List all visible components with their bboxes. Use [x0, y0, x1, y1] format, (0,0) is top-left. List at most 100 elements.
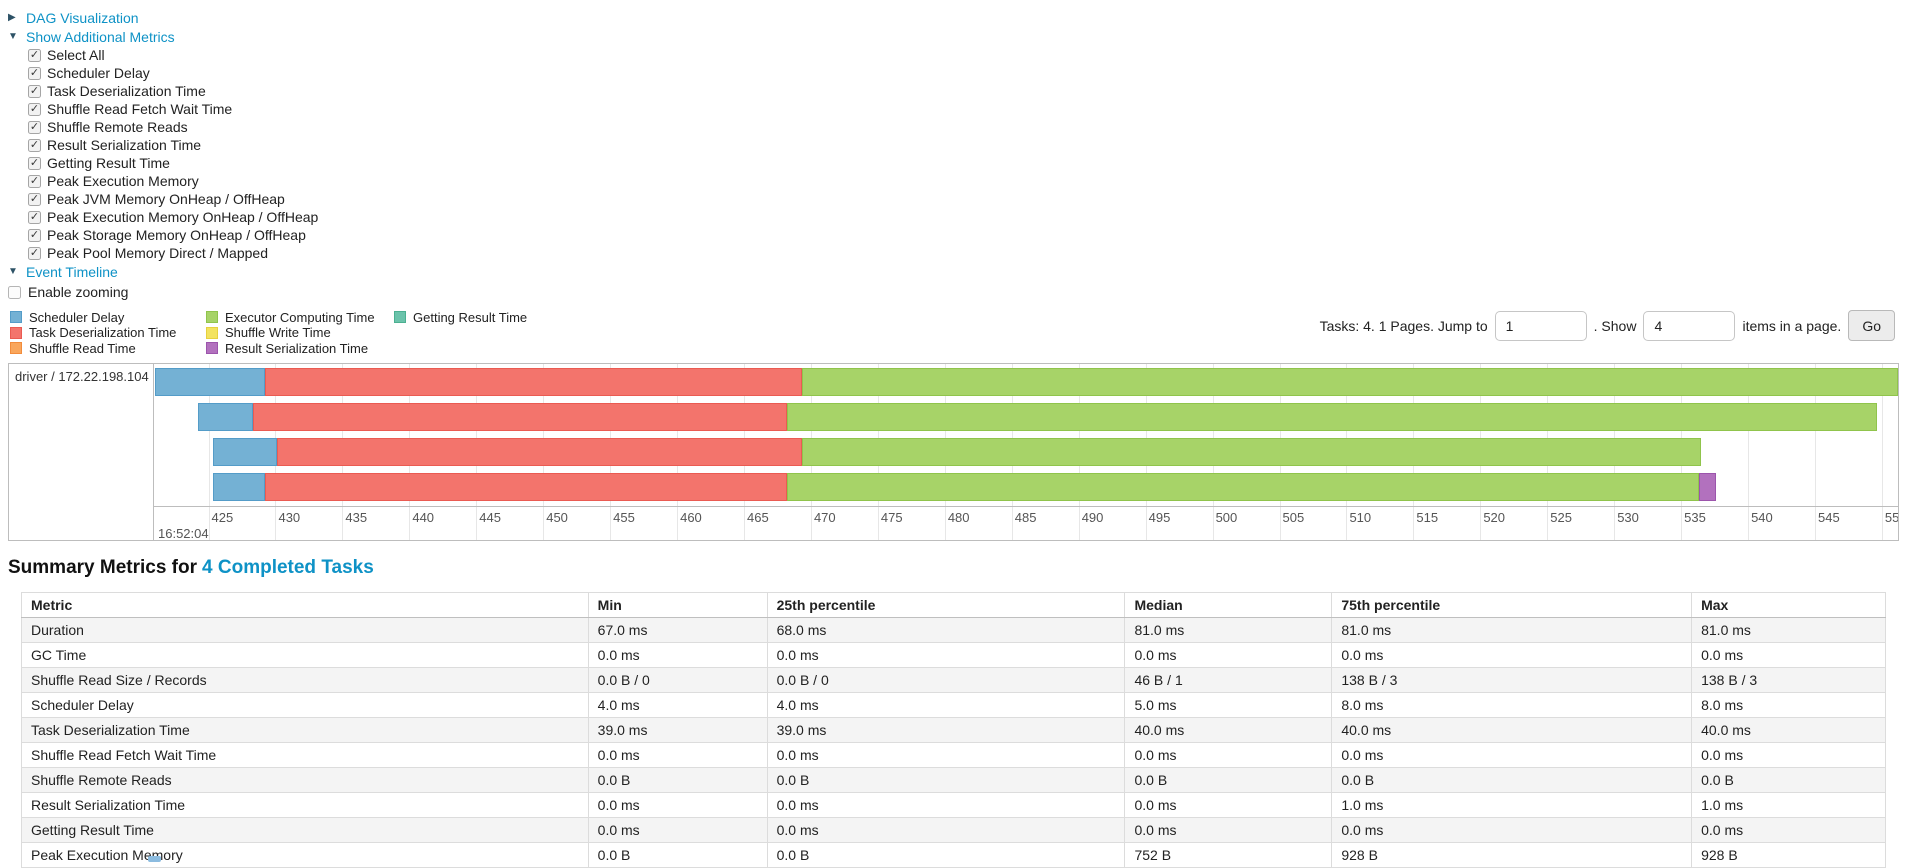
metric-value-cell: 68.0 ms [766, 616, 1126, 643]
summary-heading-prefix: Summary Metrics for [8, 556, 198, 578]
metric-checkbox[interactable]: ✓ [28, 84, 41, 98]
metric-checkbox-label: Select All [47, 47, 105, 63]
dag-visualization-toggle[interactable]: ▶ DAG Visualization [8, 8, 1899, 27]
metric-checkbox[interactable]: ✓ [28, 156, 41, 170]
show-additional-metrics-toggle[interactable]: ▼ Show Additional Metrics [8, 27, 1899, 46]
metric-checkbox-row: ✓ Peak JVM Memory OnHeap / OffHeap [28, 190, 1899, 208]
metric-value-cell: 0.0 ms [1124, 741, 1333, 768]
expanded-arrow-icon: ▼ [8, 30, 18, 42]
executor-computing-segment[interactable] [801, 367, 1898, 396]
legend-label: Task Deserialization Time [29, 325, 177, 341]
metric-value-cell: 1.0 ms [1331, 791, 1693, 818]
metric-value-cell: 0.0 ms [1331, 816, 1693, 843]
metric-checkbox-label: Getting Result Time [47, 155, 170, 171]
metric-name-cell: Task Deserialization Time [21, 716, 589, 743]
summary-table-row: Peak Execution Memory 0.0 B 0.0 B 752 B 928 … [21, 841, 1886, 868]
metric-checkbox[interactable]: ✓ [28, 102, 41, 116]
metric-checkbox-row: ✓ Getting Result Time [28, 154, 1899, 172]
timeline-axis: 16:52:04 425 430 435 440 445 450 455 460 465 470 4… [155, 507, 1898, 540]
legend-item: Task Deserialization Time [10, 325, 206, 341]
metric-value-cell: 0.0 ms [1124, 791, 1333, 818]
task-deserialization-segment[interactable] [276, 437, 802, 466]
enable-zooming-checkbox[interactable] [8, 285, 21, 299]
executor-computing-segment[interactable] [786, 472, 1699, 501]
axis-tick-label: 475 [880, 509, 903, 525]
summary-table-header-row: Metric Min 25th percentile Median 75th perce… [21, 591, 1886, 618]
task-deserialization-segment[interactable] [252, 402, 787, 431]
dag-visualization-link[interactable]: DAG Visualization [26, 9, 139, 26]
event-timeline-link[interactable]: Event Timeline [26, 263, 118, 280]
summary-column-header[interactable]: 25th percentile [766, 591, 1126, 618]
summary-table-row: Shuffle Read Size / Records 0.0 B / 0 0.0 … [21, 666, 1886, 693]
metric-checkbox-label: Result Serialization Time [47, 137, 202, 153]
metric-value-cell: 0.0 ms [587, 641, 768, 668]
summary-column-header[interactable]: Min [587, 591, 768, 618]
axis-tick-label: 540 [1751, 509, 1773, 525]
gridline [208, 363, 210, 540]
metric-checkbox[interactable]: ✓ [28, 192, 41, 206]
show-additional-metrics-link[interactable]: Show Additional Metrics [26, 28, 175, 45]
task-deserialization-segment[interactable] [264, 367, 802, 396]
metric-value-cell: 0.0 ms [766, 741, 1126, 768]
metric-value-cell: 0.0 ms [1331, 741, 1693, 768]
metric-name-cell: GC Time [21, 641, 589, 668]
metric-checkbox[interactable]: ✓ [28, 66, 41, 80]
metric-checkbox-row: ✓ Peak Execution Memory [28, 172, 1899, 190]
legend-column: Scheduler Delay Task Deserialization Time… [10, 310, 206, 356]
metric-checkbox-label: Peak Execution Memory [47, 173, 199, 189]
summary-column-header[interactable]: Metric [21, 591, 589, 618]
items-per-page-input[interactable] [1643, 310, 1736, 341]
enable-zooming-label: Enable zooming [28, 284, 129, 300]
axis-tick-label: 485 [1014, 509, 1037, 525]
axis-tick-label: 535 [1684, 509, 1706, 525]
scheduler-delay-segment[interactable] [197, 402, 253, 431]
axis-tick-label: 480 [947, 509, 970, 525]
metric-checkbox-label: Peak Execution Memory OnHeap / OffHeap [47, 209, 319, 225]
axis-tick-label: 495 [1148, 509, 1171, 525]
metric-name-cell: Shuffle Read Size / Records [21, 666, 589, 693]
metric-value-cell: 67.0 ms [587, 616, 768, 643]
event-timeline-toggle[interactable]: ▼ Event Timeline [8, 262, 1899, 281]
metric-value-cell: 0.0 B [587, 766, 768, 793]
summary-table-wrapper: Metric Min 25th percentile Median 75th perce… [21, 591, 1886, 868]
completed-tasks-link[interactable]: 4 Completed Tasks [202, 556, 374, 578]
summary-column-header[interactable]: 75th percentile [1331, 591, 1693, 618]
metric-value-cell: 0.0 B / 0 [766, 666, 1126, 693]
event-timeline-chart: driver / 172.22.198.104 16:52:04 425 430 4… [8, 362, 1899, 541]
metric-checkbox-label: Shuffle Read Fetch Wait Time [47, 101, 233, 117]
metric-checkbox[interactable]: ✓ [28, 246, 41, 260]
metric-checkbox-row: ✓ Task Deserialization Time [28, 82, 1899, 100]
scheduler-delay-segment[interactable] [212, 437, 277, 466]
task-deserialization-segment[interactable] [264, 472, 787, 501]
scheduler-delay-segment[interactable] [212, 472, 265, 501]
metric-checkbox[interactable]: ✓ [28, 210, 41, 224]
summary-column-header[interactable]: Max [1691, 591, 1886, 618]
task-timeline-row [155, 472, 1898, 501]
metric-checkbox[interactable]: ✓ [28, 120, 41, 134]
metric-checkbox[interactable]: ✓ [28, 228, 41, 242]
go-button[interactable]: Go [1848, 310, 1895, 341]
legend-item: Scheduler Delay [10, 310, 206, 325]
metric-checkbox-row: ✓ Scheduler Delay [28, 64, 1899, 82]
metric-value-cell: 0.0 B [766, 766, 1126, 793]
metric-checkbox[interactable]: ✓ [28, 48, 41, 62]
legend-label: Scheduler Delay [29, 309, 125, 325]
metric-value-cell: 0.0 ms [1124, 641, 1333, 668]
jump-to-page-input[interactable] [1494, 310, 1587, 341]
metric-value-cell: 5.0 ms [1124, 691, 1333, 718]
summary-table-row: Getting Result Time 0.0 ms 0.0 ms 0.0 ms 0.0… [21, 816, 1886, 843]
executor-computing-segment[interactable] [801, 437, 1702, 466]
metric-name-cell: Getting Result Time [21, 816, 589, 843]
result-serialization-segment[interactable] [1698, 472, 1716, 501]
executor-computing-segment[interactable] [786, 402, 1877, 431]
axis-tick-label: 445 [479, 509, 501, 525]
metric-value-cell: 138 B / 3 [1331, 666, 1693, 693]
metric-checkbox-row: ✓ Select All [28, 46, 1899, 64]
task-timeline-row [155, 437, 1898, 466]
metric-checkbox[interactable]: ✓ [28, 174, 41, 188]
metric-checkbox[interactable]: ✓ [28, 138, 41, 152]
scheduler-delay-segment[interactable] [155, 367, 265, 396]
summary-column-header[interactable]: Median [1124, 591, 1333, 618]
axis-tick-label: 550 [1884, 509, 1899, 525]
metric-value-cell: 0.0 ms [766, 816, 1126, 843]
